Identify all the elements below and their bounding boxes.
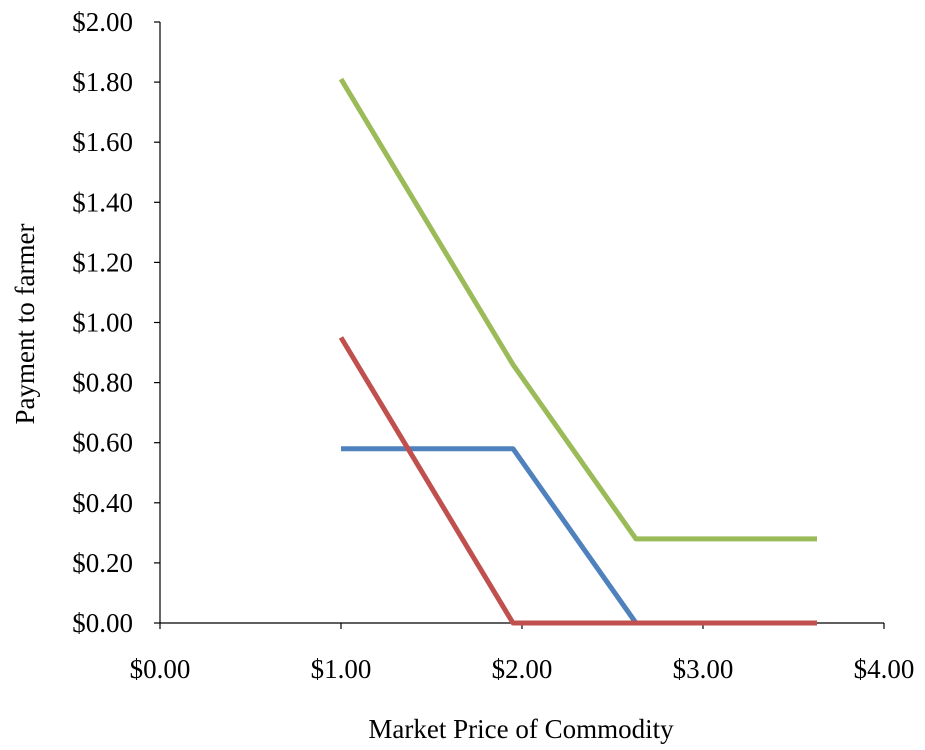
y-tick-label: $1.60 (72, 127, 133, 157)
y-tick-label: $1.40 (72, 187, 133, 217)
y-axis-label: Payment to farmer (10, 224, 40, 425)
axes (159, 22, 884, 624)
y-tick-label: $1.00 (72, 308, 133, 338)
series-line (338, 336, 817, 626)
y-tick-label: $0.20 (72, 548, 133, 578)
series-line (341, 446, 817, 626)
x-axis-label: Market Price of Commodity (368, 714, 674, 744)
x-tick-label: $0.00 (130, 654, 191, 684)
y-axis-ticks: $0.00 $0.20 $0.40 $0.60 $0.80 $1.00 $1.20 $1.40… (72, 7, 160, 638)
y-tick-label: $2.00 (72, 7, 133, 37)
series-line (338, 77, 817, 542)
series-lines (338, 77, 817, 626)
y-tick-label: $0.60 (72, 428, 133, 458)
y-tick-label: $0.40 (72, 488, 133, 518)
x-tick-label: $3.00 (673, 654, 734, 684)
x-tick-label: $1.00 (311, 654, 372, 684)
x-tick-label: $2.00 (492, 654, 553, 684)
y-tick-label: $1.20 (72, 247, 133, 277)
x-axis-ticks: $0.00 $1.00 $2.00 $3.00 $4.00 (130, 623, 915, 684)
y-tick-label: $0.80 (72, 368, 133, 398)
y-tick-label: $1.80 (72, 67, 133, 97)
x-tick-label: $4.00 (854, 654, 915, 684)
y-tick-label: $0.00 (72, 608, 133, 638)
